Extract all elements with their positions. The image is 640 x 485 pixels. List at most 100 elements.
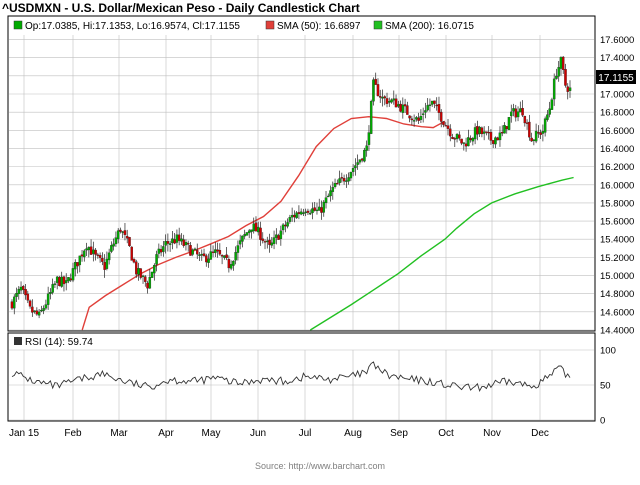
candle-up bbox=[150, 271, 154, 278]
price-grid bbox=[9, 35, 594, 331]
candle-up bbox=[51, 284, 54, 293]
candle-down bbox=[220, 255, 224, 257]
candle-down bbox=[10, 301, 14, 309]
x-tick-label: Nov bbox=[483, 428, 501, 439]
source-credit: Source: http://www.barchart.com bbox=[255, 461, 385, 471]
legend-sma50-swatch bbox=[265, 20, 275, 30]
candle-down bbox=[453, 138, 457, 140]
candle-up bbox=[467, 137, 470, 147]
x-tick-label: Jan 15 bbox=[9, 428, 39, 439]
candle-up bbox=[552, 78, 556, 100]
rsi-panel bbox=[7, 332, 596, 422]
candle-up bbox=[247, 230, 251, 234]
candle-up bbox=[67, 277, 70, 282]
candle-up bbox=[270, 242, 274, 246]
candle-down bbox=[182, 239, 185, 246]
candle-down bbox=[123, 230, 127, 235]
candle-up bbox=[333, 183, 337, 187]
candle-up bbox=[229, 264, 233, 269]
candle-up bbox=[559, 57, 563, 69]
candle-up bbox=[324, 197, 328, 204]
candle-up bbox=[105, 258, 109, 269]
candle-down bbox=[521, 107, 524, 116]
candle-up bbox=[315, 209, 319, 212]
x-tick-label: Jul bbox=[299, 428, 312, 439]
candle-down bbox=[35, 310, 39, 315]
legend-ohlc: Op:17.0385, Hi:17.1353, Lo:16.9574, Cl:1… bbox=[25, 21, 240, 32]
candle-up bbox=[116, 230, 120, 240]
candle-down bbox=[89, 246, 93, 255]
candle-up bbox=[64, 280, 68, 284]
candle-down bbox=[360, 158, 364, 161]
candle-down bbox=[205, 255, 208, 263]
candle-down bbox=[449, 128, 452, 137]
candle-up bbox=[184, 241, 188, 246]
price-tick-label: 16.6000 bbox=[600, 126, 634, 137]
candle-down bbox=[313, 207, 316, 211]
candle-up bbox=[256, 226, 260, 233]
candle-down bbox=[410, 118, 414, 121]
candle-up bbox=[510, 111, 513, 117]
candle-down bbox=[374, 78, 377, 85]
candle-up bbox=[107, 252, 111, 261]
candle-down bbox=[139, 268, 143, 278]
candle-up bbox=[243, 234, 246, 237]
candle-up bbox=[157, 248, 161, 254]
x-tick-label: Jun bbox=[250, 428, 266, 439]
x-tick-label: May bbox=[202, 428, 221, 439]
price-tick-label: 15.4000 bbox=[600, 235, 634, 246]
candle-up bbox=[209, 251, 213, 260]
candle-down bbox=[564, 69, 567, 86]
candle-up bbox=[272, 237, 276, 244]
candle-up bbox=[266, 240, 269, 243]
candle-down bbox=[135, 261, 138, 275]
candle-down bbox=[480, 127, 484, 135]
candle-down bbox=[500, 132, 504, 134]
candle-up bbox=[532, 139, 536, 141]
candle-up bbox=[85, 248, 88, 251]
candle-down bbox=[306, 210, 310, 213]
price-tick-label: 16.8000 bbox=[600, 108, 634, 119]
candle-down bbox=[525, 122, 529, 124]
candle-down bbox=[62, 276, 66, 285]
candle-up bbox=[507, 117, 511, 130]
candle-up bbox=[369, 101, 373, 134]
candle-down bbox=[469, 138, 472, 141]
candle-up bbox=[473, 127, 477, 140]
candle-up bbox=[550, 99, 554, 110]
candle-down bbox=[408, 115, 411, 119]
candle-down bbox=[216, 249, 219, 252]
candle-down bbox=[227, 259, 231, 269]
candle-down bbox=[566, 86, 569, 92]
candle-up bbox=[83, 250, 86, 258]
last-price-box bbox=[596, 70, 636, 84]
candle-up bbox=[534, 130, 538, 142]
candle-up bbox=[299, 211, 303, 215]
candle-up bbox=[40, 309, 43, 312]
candle-up bbox=[512, 108, 515, 112]
legend-sma50: SMA (50): 16.6897 bbox=[277, 21, 361, 32]
candle-up bbox=[155, 254, 158, 265]
candle-up bbox=[13, 296, 16, 309]
candle-down bbox=[487, 131, 490, 134]
x-axis: Jan 15 Feb Mar Apr May Jun Jul Aug Sep Oct Nov Dec bbox=[9, 428, 549, 439]
candle-up bbox=[49, 292, 52, 294]
candle-down bbox=[268, 239, 271, 245]
candle-down bbox=[433, 100, 436, 104]
candle-up bbox=[110, 245, 113, 252]
candle-up bbox=[548, 108, 551, 115]
candle-up bbox=[141, 275, 145, 277]
candle-up bbox=[317, 206, 321, 211]
candle-up bbox=[148, 277, 152, 289]
candles bbox=[10, 56, 572, 319]
candle-up bbox=[428, 104, 432, 106]
candle-up bbox=[555, 75, 558, 79]
candle-down bbox=[189, 245, 192, 256]
candle-down bbox=[28, 300, 32, 307]
candle-down bbox=[446, 125, 450, 129]
candle-up bbox=[482, 131, 486, 134]
candle-up bbox=[245, 232, 249, 236]
candle-up bbox=[415, 117, 418, 120]
x-tick-label: Sep bbox=[390, 428, 408, 439]
candle-up bbox=[33, 310, 36, 312]
